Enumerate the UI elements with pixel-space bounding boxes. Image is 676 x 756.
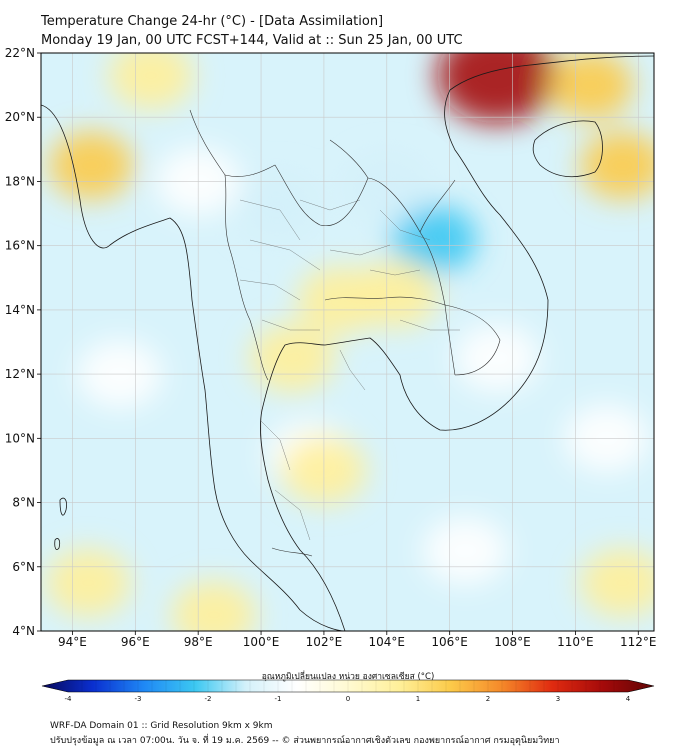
lon-tick-label: 110°E <box>557 635 594 649</box>
field-blob-cold-north-thailand <box>234 173 320 242</box>
lat-tick-label: 22°N <box>5 46 35 60</box>
colorbar-tick-label: -2 <box>205 695 212 703</box>
lon-tick-label: 98°E <box>184 635 213 649</box>
province-borders <box>239 199 460 541</box>
province-lines-1 <box>239 199 391 331</box>
border-laos-vietnam <box>329 139 456 233</box>
plot-area <box>41 53 654 631</box>
field-blob-cold-malay-sea <box>422 516 508 585</box>
colorbar-tick-label: -3 <box>135 695 142 703</box>
lon-tick-label: 106°E <box>431 635 468 649</box>
field-background <box>41 53 654 631</box>
field-blob-warm-cambodia-north <box>353 259 439 328</box>
lat-tick-label: 16°N <box>5 239 35 253</box>
footer-line-2: ปรับปรุงข้อมูล ณ เวลา 07:00น. วัน จ. ที่… <box>50 736 560 746</box>
colorbar-tick-label: 1 <box>416 695 420 703</box>
lat-tick-label: 6°N <box>12 560 35 574</box>
lon-tick-label: 102°E <box>306 635 343 649</box>
lat-tick-label: 14°N <box>5 303 35 317</box>
coastline-andaman-islands <box>54 497 67 550</box>
colorbar-tick-label: 2 <box>486 695 490 703</box>
field-blob-warm-south-china <box>548 53 634 120</box>
gridlines <box>41 53 654 631</box>
lon-tick-label: 112°E <box>620 635 657 649</box>
field-blob-warm-gulf-north <box>249 324 335 393</box>
field-blob-hot-gulf-of-tonkin <box>436 53 557 124</box>
colorbar-tick-label: -4 <box>65 695 73 703</box>
lat-tick-label: 12°N <box>5 367 35 381</box>
colorbar: -4 -3 -2 -1 0 1 2 3 4 <box>41 679 655 703</box>
field-blob-warm-sumatra-coast <box>171 580 257 631</box>
lon-tick-label: 108°E <box>494 635 531 649</box>
colorbar-label: อุณหภูมิเปลี่ยนแปลง หน่วย องศาเซลเซียส (… <box>261 672 435 682</box>
colorbar-tick-label: 3 <box>556 695 560 703</box>
field-blob-warm-far-south-east <box>580 548 654 617</box>
province-lines-2 <box>259 209 460 541</box>
temperature-field <box>45 53 654 631</box>
lat-tick-label: 10°N <box>5 431 35 445</box>
border-thailand-cambodia <box>324 296 456 376</box>
border-thailand-malaysia <box>271 547 313 557</box>
coastline-hainan <box>532 120 603 178</box>
border-thailand-laos <box>224 164 446 306</box>
longitude-ticks: 94°E 96°E 98°E 100°E 102°E 104°E 106°E 108°E 110… <box>58 631 657 649</box>
field-blob-warm-south-andaman <box>45 548 131 617</box>
border-cambodia-vietnam <box>444 304 501 376</box>
colorbar-strip <box>41 679 655 693</box>
colorbar-tick-label: -1 <box>275 695 282 703</box>
footer: WRF-DA Domain 01 :: Grid Resolution 9km … <box>50 719 560 749</box>
latitude-ticks: 22°N 20°N 18°N 16°N 14°N 12°N 10°N 8°N 6°N 4°N <box>5 46 41 638</box>
coastline-mainland <box>41 104 346 631</box>
field-blob-cold-laos-central <box>391 205 477 274</box>
plot-frame <box>40 52 655 632</box>
field-blob-cold-vietnam-south <box>454 324 540 393</box>
lon-tick-label: 104°E <box>369 635 406 649</box>
border-myanmar-thailand <box>189 109 269 381</box>
lon-tick-label: 94°E <box>58 635 87 649</box>
coastlines <box>41 55 654 631</box>
coastline-malay-east <box>260 55 654 631</box>
lat-tick-label: 8°N <box>12 496 35 510</box>
field-blob-warm-north-myanmar <box>108 53 194 110</box>
lat-tick-label: 4°N <box>12 624 35 638</box>
colorbar-tick-label: 0 <box>346 695 350 703</box>
field-blob-warm-hainan-east <box>580 131 654 200</box>
map-title: Temperature Change 24-hr (°C) - [Data As… <box>41 12 463 50</box>
lon-tick-label: 100°E <box>243 635 280 649</box>
lat-tick-label: 18°N <box>5 174 35 188</box>
country-borders <box>189 109 501 557</box>
title-line-2: Monday 19 Jan, 00 UTC FCST+144, Valid at… <box>41 33 463 48</box>
lat-tick-label: 20°N <box>5 110 35 124</box>
footer-line-1: WRF-DA Domain 01 :: Grid Resolution 9km … <box>50 721 273 731</box>
colorbar-tick-label: 4 <box>626 695 631 703</box>
title-line-1: Temperature Change 24-hr (°C) - [Data As… <box>41 14 384 29</box>
lon-tick-label: 96°E <box>121 635 150 649</box>
field-blob-warm-myanmar-coast <box>48 131 134 200</box>
